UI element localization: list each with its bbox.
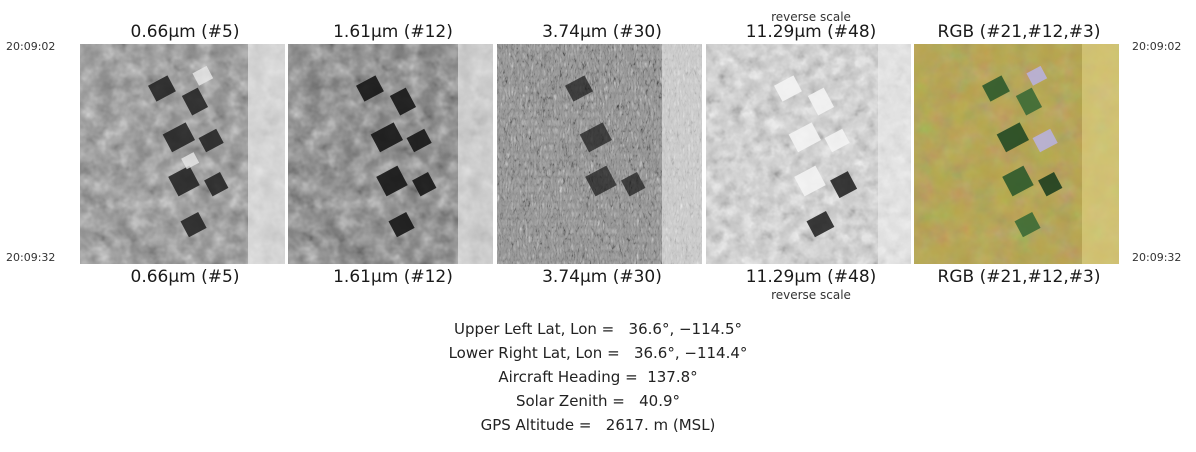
gps-altitude: GPS Altitude = 2617. m (MSL) <box>480 416 716 434</box>
aircraft-heading: Aircraft Heading = 137.8° <box>498 368 698 386</box>
reverse-scale-note-bottom: reverse scale <box>771 288 851 302</box>
lower-right-coordinates: Lower Right Lat, Lon = 36.6°, −114.4° <box>448 344 748 362</box>
panel-label-top-3-74um: 3.74μm (#30) <box>542 22 662 42</box>
panel-label-bottom-1-61um: 1.61μm (#12) <box>333 267 453 287</box>
panel-label-bottom-0-66um: 0.66μm (#5) <box>130 267 240 287</box>
panel-label-top-1-61um: 1.61μm (#12) <box>333 22 453 42</box>
upper-left-coordinates: Upper Left Lat, Lon = 36.6°, −114.5° <box>453 320 742 338</box>
panel-label-bottom-rgb: RGB (#21,#12,#3) <box>937 267 1101 287</box>
solar-zenith: Solar Zenith = 40.9° <box>515 392 681 410</box>
image-1-61um <box>288 44 493 264</box>
image-0-66um <box>80 44 285 264</box>
end-time-left: 20:09:32 <box>6 251 56 264</box>
image-11-29um <box>706 44 911 264</box>
start-time-left: 20:09:02 <box>6 40 56 53</box>
start-time-right: 20:09:02 <box>1132 40 1182 53</box>
panel-label-top-11-29um: 11.29μm (#48) <box>745 22 877 42</box>
image-3-74um <box>497 44 702 264</box>
reverse-scale-note-top: reverse scale <box>771 10 851 24</box>
panel-label-top-0-66um: 0.66μm (#5) <box>130 22 240 42</box>
end-time-right: 20:09:32 <box>1132 251 1182 264</box>
panel-label-bottom-3-74um: 3.74μm (#30) <box>542 267 662 287</box>
panel-label-bottom-11-29um: 11.29μm (#48) <box>745 267 877 287</box>
panel-label-top-rgb: RGB (#21,#12,#3) <box>937 22 1101 42</box>
image-rgb-composite <box>914 44 1119 264</box>
